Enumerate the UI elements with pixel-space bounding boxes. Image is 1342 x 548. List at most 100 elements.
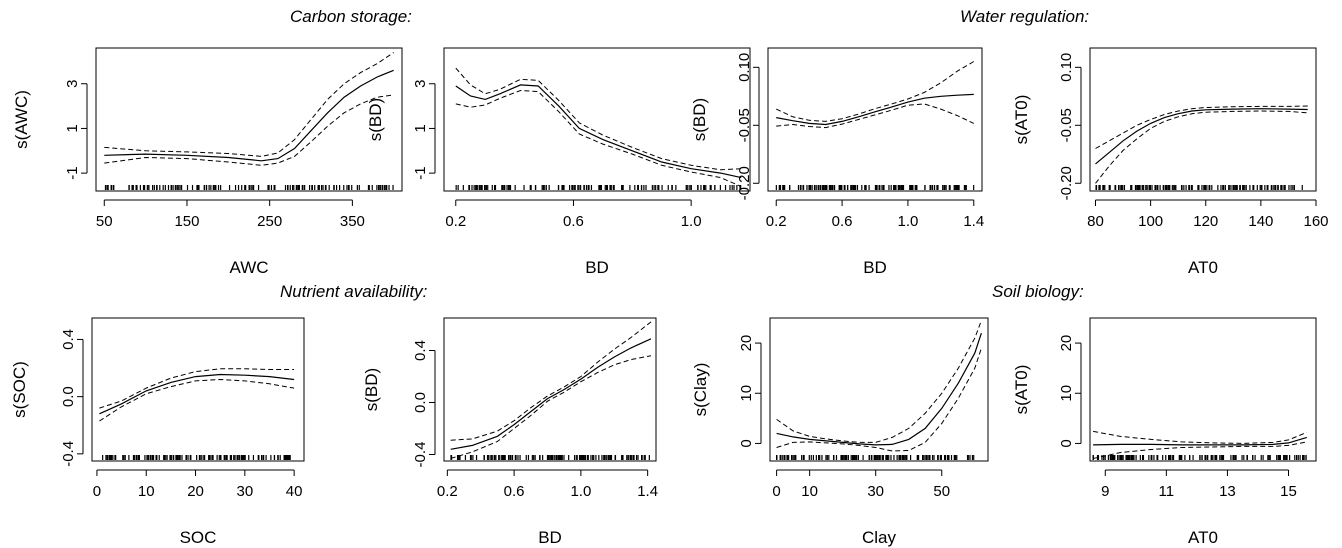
y-tick-label: 10: [1058, 385, 1075, 402]
x-axis-title: SOC: [180, 528, 217, 547]
curves: [104, 52, 394, 166]
rug-marks: [450, 455, 650, 460]
x-tick-label: 140: [1248, 213, 1273, 230]
y-tick-label: 0: [1058, 439, 1075, 447]
y-tick-label: 20: [738, 335, 755, 352]
upper-ci-line: [104, 52, 394, 157]
upper-ci-line: [455, 67, 742, 171]
x-axis-title: AWC: [229, 258, 268, 277]
x-tick-label: 10: [138, 483, 155, 500]
panel-8: 9 11 13 15 0 10 20 AT0 s(AT0): [1012, 317, 1317, 547]
lower-ci-line: [104, 94, 394, 166]
y-tick-label: 1: [64, 124, 81, 132]
x-tick-label: 9: [1101, 483, 1109, 500]
y-tick-label: 3: [412, 80, 429, 88]
x-tick-label: 1.4: [637, 483, 658, 500]
y-tick-label: -0.4: [412, 442, 429, 468]
y-tick-label: -1: [412, 166, 429, 179]
y-axis-title: s(BD): [362, 368, 381, 411]
x-tick-label: 1.0: [681, 213, 702, 230]
y-axis-title: s(AT0): [1012, 365, 1031, 415]
panel-5: 0 10 20 30 40 -0.4 0.0 0.4 SOC s(SOC): [10, 317, 305, 547]
x-tick-label: 11: [1159, 483, 1175, 500]
section-title-carbon-storage: Carbon storage:: [290, 7, 412, 26]
upper-ci-line: [776, 320, 982, 443]
curves: [450, 321, 652, 459]
y-tick-label: 0.4: [60, 329, 77, 350]
fit-line: [104, 69, 394, 162]
section-title-nutrient-availability: Nutrient availability:: [280, 282, 428, 301]
x-tick-label: 120: [1193, 213, 1218, 230]
y-tick-label: 0.0: [412, 392, 429, 413]
rug-marks: [775, 185, 975, 190]
y-tick-label: 1: [412, 124, 429, 132]
y-tick-label: -0.05: [1058, 108, 1075, 142]
rug-marks: [1095, 185, 1303, 190]
rug-marks: [102, 455, 291, 460]
y-axis-title: s(Clay): [691, 363, 710, 417]
y-tick-label: 0.10: [1058, 53, 1075, 82]
y-tick-label: -0.20: [736, 166, 753, 200]
fit-line: [1093, 436, 1307, 446]
section-title-soil-biology: Soil biology:: [992, 282, 1084, 301]
y-tick-label: 0.0: [60, 386, 77, 407]
y-tick-label: 20: [1058, 335, 1075, 352]
curves: [99, 368, 295, 422]
x-axis-title: BD: [538, 528, 562, 547]
x-tick-label: 0.2: [445, 213, 466, 230]
x-axis-title: BD: [585, 258, 609, 277]
rug-marks: [455, 185, 742, 190]
x-tick-label: 0.6: [563, 213, 584, 230]
x-axis-title: Clay: [862, 528, 897, 547]
y-tick-label: -0.20: [1058, 166, 1075, 200]
y-tick-label: 10: [738, 385, 755, 402]
y-tick-label: -0.4: [60, 441, 77, 467]
x-tick-label: 80: [1087, 213, 1104, 230]
x-tick-label: 0: [772, 483, 780, 500]
x-tick-label: 150: [174, 213, 199, 230]
x-tick-label: 160: [1303, 213, 1328, 230]
x-tick-label: 30: [867, 483, 884, 500]
y-axis-title: s(SOC): [10, 361, 29, 418]
curves: [776, 320, 982, 452]
x-tick-label: 0: [93, 483, 101, 500]
plot-frame: [769, 317, 989, 462]
panel-7: 0 10 30 50 0 10 20 Clay s(Clay): [691, 317, 989, 547]
plot-frame: [767, 47, 983, 192]
y-axis-title: s(AT0): [1012, 95, 1031, 145]
x-tick-label: 1.0: [570, 483, 591, 500]
x-tick-label: 1.0: [897, 213, 918, 230]
x-tick-label: 10: [801, 483, 818, 500]
fit-line: [99, 373, 295, 415]
upper-ci-line: [450, 321, 652, 441]
upper-ci-line: [99, 368, 295, 409]
y-axis-title: s(BD): [690, 98, 709, 141]
x-tick-label: 0.2: [437, 483, 458, 500]
rug-marks: [104, 185, 394, 190]
x-tick-label: 0.2: [766, 213, 787, 230]
plot-frame: [1089, 317, 1317, 462]
x-axis-title: AT0: [1188, 528, 1218, 547]
y-tick-label: 0.4: [412, 340, 429, 361]
lower-ci-line: [776, 347, 982, 452]
x-tick-label: 1.4: [963, 213, 984, 230]
plot-frame: [443, 317, 657, 462]
y-tick-label: 0.10: [736, 53, 753, 82]
x-tick-label: 20: [187, 483, 204, 500]
y-axis-title: s(BD): [366, 98, 385, 141]
x-tick-label: 350: [340, 213, 365, 230]
x-tick-label: 15: [1280, 483, 1297, 500]
plot-frame: [91, 317, 305, 462]
curves: [1095, 105, 1308, 184]
upper-ci-line: [1093, 430, 1307, 444]
x-tick-label: 0.6: [832, 213, 853, 230]
section-title-water-regulation: Water regulation:: [960, 7, 1090, 26]
curves: [1092, 430, 1307, 459]
x-tick-label: 50: [96, 213, 113, 230]
x-axis-title: AT0: [1188, 258, 1218, 277]
x-axis-title: BD: [863, 258, 887, 277]
lower-ci-line: [99, 378, 295, 422]
plot-frame: [95, 47, 403, 192]
lower-ci-line: [1095, 110, 1308, 184]
